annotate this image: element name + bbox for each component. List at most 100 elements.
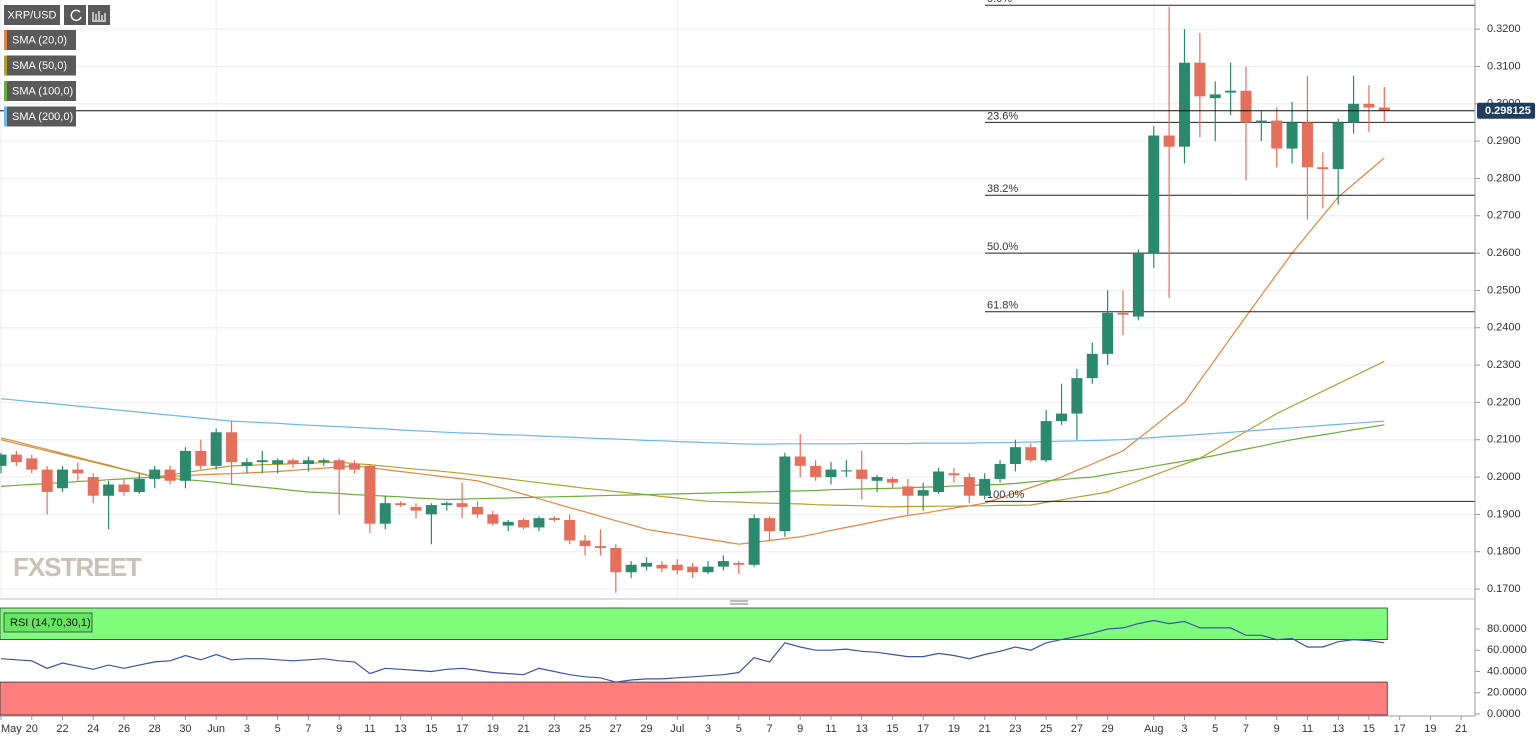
legend-box[interactable] — [4, 30, 76, 50]
candle-body — [179, 450, 191, 481]
price-plot: FXSTREET 0.0% 23.6% 38.2% 50.0% 61.8% 100.0% — [0, 0, 1475, 598]
x-tick-label: 27 — [610, 723, 622, 735]
candle-body — [717, 561, 729, 567]
y-tick-label: 0.2900 — [1487, 135, 1521, 147]
candle-body — [226, 432, 238, 463]
y-tick-label: 0.2000 — [1487, 471, 1521, 483]
candle-body — [1286, 122, 1298, 149]
candle-body — [0, 454, 7, 466]
fib-label: 50.0% — [987, 241, 1018, 253]
x-tick-label: 21 — [979, 723, 991, 735]
candle-body — [871, 477, 883, 481]
candle-body — [1363, 103, 1375, 108]
candle-body — [1332, 122, 1344, 170]
legend-box[interactable] — [4, 55, 76, 76]
candle-body — [902, 486, 914, 496]
candle-body — [548, 518, 560, 520]
rsi-line — [0, 619, 1385, 683]
candle-body — [502, 521, 514, 526]
x-tick-label: 21 — [517, 723, 529, 735]
x-tick-label: 25 — [1040, 723, 1052, 735]
x-tick-label: 23 — [548, 723, 560, 735]
x-tick-label: 9 — [1274, 723, 1280, 735]
symbol-box[interactable] — [4, 5, 60, 25]
candle-body — [779, 456, 791, 532]
candle-body — [979, 478, 991, 496]
watermark: FXSTREET — [13, 552, 142, 582]
fib-label: 38.2% — [987, 183, 1018, 195]
candle-body — [825, 469, 837, 478]
legend-label: SMA (50,0) — [12, 60, 67, 72]
candle-body — [518, 519, 530, 528]
x-tick-label: 21 — [1455, 723, 1467, 735]
chart-icon — [92, 11, 106, 22]
candle-body — [948, 473, 960, 476]
x-tick-label: 19 — [487, 723, 499, 735]
x-tick-label: 20 — [26, 723, 38, 735]
legend-box[interactable] — [4, 106, 76, 127]
candle-body — [1163, 135, 1175, 147]
legend-label: SMA (20,0) — [12, 34, 67, 46]
legend-box[interactable] — [4, 81, 76, 101]
x-tick-label: 5 — [1212, 723, 1218, 735]
y-tick-label: 0.1900 — [1487, 508, 1521, 520]
candle-body — [1209, 94, 1221, 99]
x-tick-label: 11 — [825, 723, 836, 735]
candle-body — [671, 564, 683, 571]
candle-body — [425, 505, 437, 515]
x-tick-label: 3 — [705, 723, 711, 735]
rsi-plot: RSI (14,70,30,1) — [0, 607, 1388, 716]
x-tick-label: 17 — [917, 723, 929, 735]
candle-body — [764, 518, 775, 532]
candle-body — [687, 566, 699, 573]
x-tick-label: 5 — [275, 723, 281, 735]
y-tick-label: 0.1800 — [1487, 546, 1521, 558]
fib-label: 23.6% — [987, 110, 1018, 122]
candle-body — [1255, 120, 1267, 123]
candle-body — [840, 470, 852, 472]
oversold-zone — [0, 681, 1388, 716]
rsi-legend-box[interactable] — [3, 612, 93, 633]
candle-body — [441, 503, 453, 506]
x-tick-label: 17 — [456, 723, 468, 735]
x-tick-label: 3 — [244, 723, 250, 735]
candle-body — [1040, 421, 1052, 461]
x-tick-label: 27 — [1071, 723, 1083, 735]
candle-body — [625, 564, 637, 573]
x-tick-label: Jun — [207, 723, 225, 735]
candle-body — [533, 518, 545, 528]
candle-body — [364, 465, 376, 524]
y-tick-label: 0.2700 — [1487, 210, 1521, 222]
y-tick-label: 0.2800 — [1487, 172, 1521, 184]
candle-body — [410, 506, 422, 511]
candle-body — [487, 514, 499, 524]
fib-label: 61.8% — [987, 300, 1018, 312]
divider-handle[interactable] — [730, 600, 748, 605]
x-tick-label: 11 — [364, 723, 375, 735]
candle-body — [318, 460, 330, 463]
candle-body — [1148, 135, 1160, 254]
x-tick-label: 5 — [736, 723, 742, 735]
candle-body — [349, 463, 361, 470]
candle-body — [1194, 62, 1206, 97]
x-tick-label: Aug — [1144, 723, 1164, 735]
candle-body — [164, 469, 176, 481]
candle-body — [302, 460, 314, 464]
candle-body — [133, 478, 145, 492]
x-tick-label: 13 — [394, 723, 406, 735]
rsi-tick-label: 20.0000 — [1487, 687, 1527, 699]
candle-body — [564, 519, 576, 541]
candle-body — [26, 458, 38, 470]
candle-body — [395, 503, 407, 506]
x-tick-label: 15 — [1363, 723, 1375, 735]
refresh-button[interactable] — [64, 5, 86, 25]
candle-body — [917, 490, 929, 496]
x-tick-label: 9 — [797, 723, 803, 735]
rsi-tick-label: 0.0000 — [1487, 708, 1521, 720]
candle-body — [103, 484, 115, 496]
candle-body — [333, 460, 345, 470]
candle-body — [195, 450, 207, 466]
x-tick-label: 7 — [1243, 723, 1249, 735]
last-price-label: 0.298125 — [1485, 105, 1531, 117]
